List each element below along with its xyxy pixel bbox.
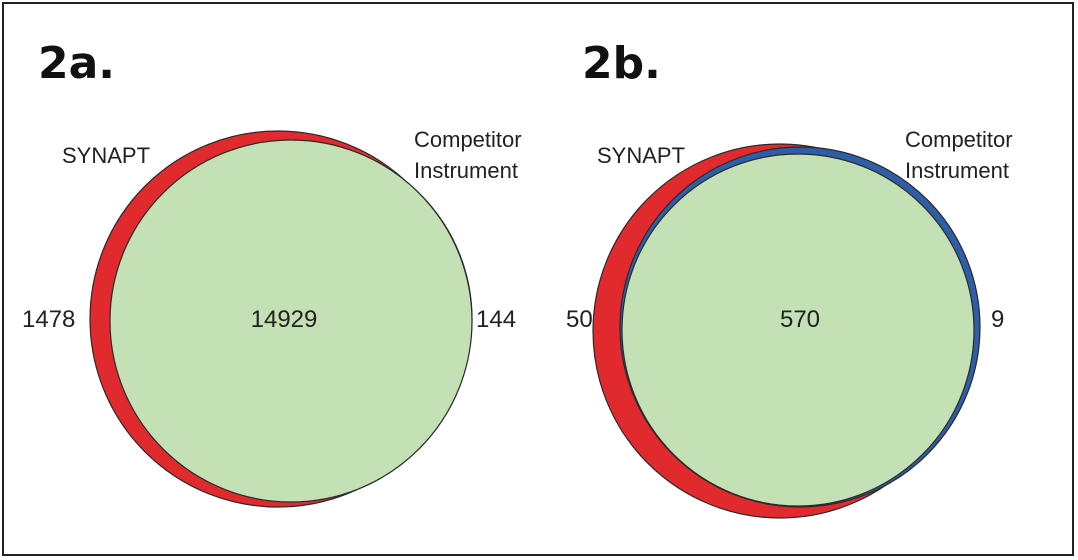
panel-title-2b: 2b.	[582, 38, 661, 89]
synapt-unique-count-2b: 50	[566, 306, 593, 333]
overlap-count-2b: 570	[780, 306, 820, 333]
competitor-label-line2-2a: Instrument	[414, 158, 518, 183]
competitor-unique-count-2b: 9	[991, 306, 1004, 333]
panel-title-2a: 2a.	[38, 38, 115, 89]
competitor-unique-count-2a: 144	[476, 306, 516, 333]
synapt-label-2b: SYNAPT	[597, 143, 685, 168]
overlap-region-2b	[621, 153, 975, 507]
overlap-region-2a	[109, 139, 473, 503]
synapt-label-2a: SYNAPT	[62, 143, 150, 168]
competitor-label-line1-2b: Competitor	[905, 127, 1013, 152]
competitor-label-line2-2b: Instrument	[905, 158, 1009, 183]
synapt-unique-count-2a: 1478	[22, 306, 75, 333]
competitor-label-line1-2a: Competitor	[414, 127, 522, 152]
venn-panel-2a: 2a. SYNAPT Competitor Instrument 1478 14…	[22, 38, 522, 508]
overlap-count-2a: 14929	[251, 306, 318, 333]
venn-panel-2b: 2b. SYNAPT Competitor Instrument 50 570 …	[566, 38, 1013, 519]
